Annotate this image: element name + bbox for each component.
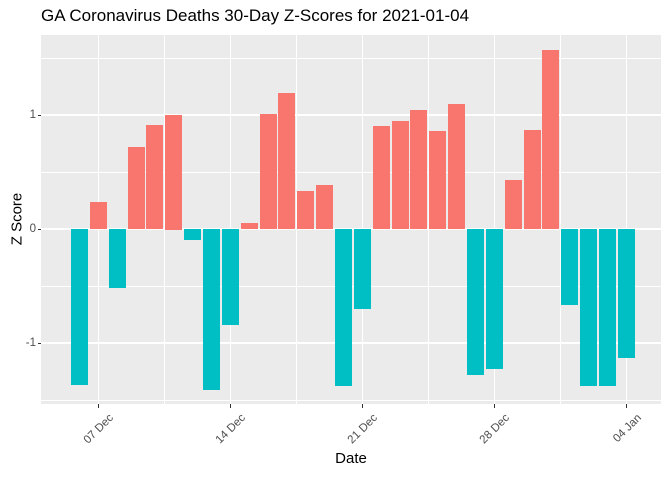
- bar-2020-12-06: [71, 228, 88, 386]
- bar-2020-12-27: [466, 228, 484, 375]
- x-tick-label: 28 Dec: [477, 412, 512, 447]
- bar-2020-12-31: [542, 50, 560, 230]
- bar-2020-12-07: [89, 201, 107, 230]
- gridline-minor-x: [164, 35, 165, 404]
- bar-2020-12-15: [240, 223, 258, 230]
- bar-2020-12-08: [108, 228, 126, 289]
- bar-2020-12-28: [485, 228, 503, 370]
- bar-2020-12-18: [297, 191, 315, 230]
- gridline-minor-x: [296, 35, 297, 404]
- gridline-major-x: [229, 35, 231, 404]
- y-tick-label: 1: [29, 108, 36, 121]
- y-tick-mark: [37, 342, 41, 344]
- x-tick-mark: [97, 404, 99, 408]
- bar-2020-12-19: [316, 184, 334, 230]
- bar-2020-12-29: [504, 179, 522, 230]
- x-tick-mark: [361, 404, 363, 408]
- chart-title: GA Coronavirus Deaths 30-Day Z-Scores fo…: [41, 6, 470, 25]
- bar-2020-12-16: [259, 113, 277, 230]
- x-tick-label: 07 Dec: [81, 412, 116, 447]
- y-axis-title: Z Score: [8, 192, 26, 246]
- bar-2020-12-22: [372, 126, 390, 230]
- y-tick-label: -1: [25, 336, 36, 349]
- x-tick-mark: [493, 404, 495, 408]
- gridline-minor-x: [560, 35, 561, 404]
- y-tick-mark: [37, 114, 41, 116]
- gridline-major-x: [493, 35, 495, 404]
- bar-2020-12-20: [334, 228, 352, 387]
- y-tick-label: 0: [29, 222, 36, 235]
- x-tick-mark: [229, 404, 231, 408]
- bar-2021-01-03: [598, 228, 616, 387]
- gridline-minor-y: [41, 57, 661, 59]
- bar-2020-12-10: [146, 125, 164, 230]
- x-tick-label: 04 Jan: [610, 412, 644, 445]
- x-axis-title: Date: [335, 450, 367, 467]
- bar-2021-01-01: [561, 228, 579, 306]
- bar-2020-12-09: [127, 146, 145, 230]
- x-tick-label: 14 Dec: [213, 412, 248, 447]
- x-tick-mark: [625, 404, 627, 408]
- bar-2021-01-04: [617, 228, 635, 358]
- gridline-major-y: [41, 114, 661, 116]
- gridline-major-x: [361, 35, 363, 404]
- y-tick-mark: [37, 228, 41, 230]
- bar-2020-12-23: [391, 120, 409, 230]
- gridline-minor-y: [41, 399, 661, 401]
- bar-2021-01-02: [580, 228, 598, 387]
- bar-2020-12-11: [165, 115, 183, 230]
- gridline-major-x: [625, 35, 627, 404]
- bar-2020-12-26: [448, 103, 466, 230]
- bar-2020-12-17: [278, 93, 296, 230]
- bar-2020-12-24: [410, 110, 428, 230]
- bar-2020-12-12: [184, 228, 202, 241]
- bar-2020-12-14: [221, 228, 239, 325]
- bar-2020-12-30: [523, 129, 541, 230]
- x-tick-label: 21 Dec: [345, 412, 380, 447]
- bar-2020-12-13: [202, 228, 220, 390]
- bar-2020-12-25: [429, 130, 447, 230]
- gridline-minor-x: [428, 35, 429, 404]
- gridline-minor-y: [41, 171, 661, 173]
- bar-2020-12-21: [353, 228, 371, 309]
- plot-panel: [41, 35, 661, 404]
